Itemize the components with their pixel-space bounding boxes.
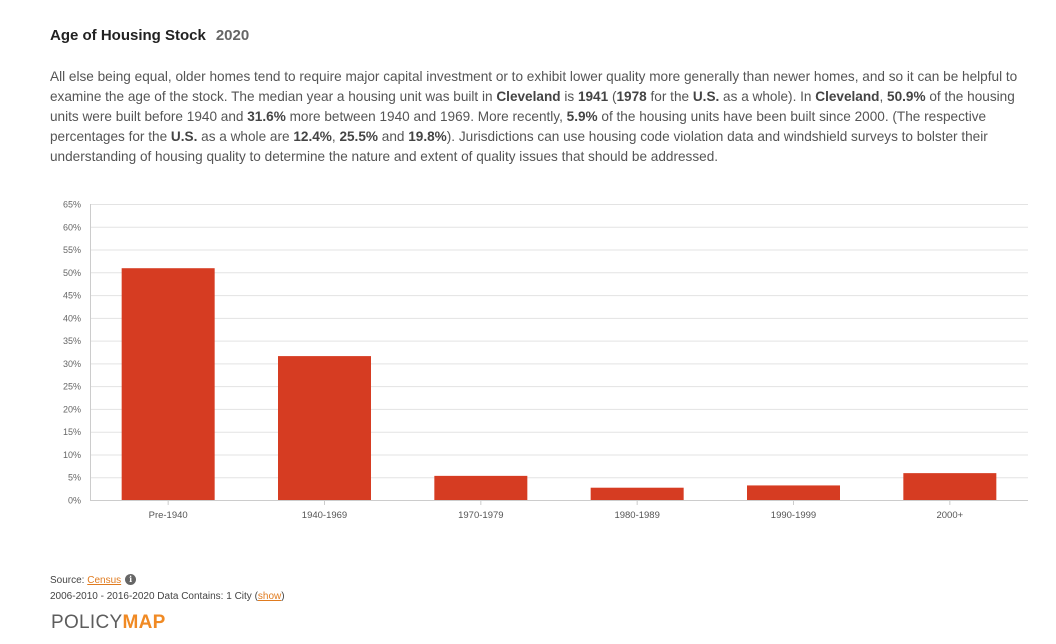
description-text: is xyxy=(560,89,578,104)
description-text: ). Jurisdictions can use housing code vi… xyxy=(50,129,988,164)
y-tick-label: 65% xyxy=(63,200,81,210)
x-tick-label: 1990-1999 xyxy=(771,510,816,521)
description-text: as a whole). In xyxy=(719,89,816,104)
description-text: for the xyxy=(646,89,693,104)
description-highlight: 25.5% xyxy=(339,129,378,144)
x-tick-label: 1980-1989 xyxy=(614,510,659,521)
logo-part-map: MAP xyxy=(122,612,166,633)
show-link[interactable]: show xyxy=(257,591,282,602)
description-highlight: U.S. xyxy=(692,89,720,104)
grid-lines xyxy=(90,204,1028,501)
bar-1990-1999 xyxy=(747,485,840,500)
bar-1940-1969 xyxy=(278,356,371,500)
y-tick-label: 50% xyxy=(63,268,81,278)
description-highlight: Cleveland xyxy=(815,89,880,104)
y-tick-label: 20% xyxy=(63,404,81,414)
description-highlight: Cleveland xyxy=(496,89,561,104)
source-link[interactable]: Census xyxy=(87,575,122,586)
description-text: , xyxy=(331,129,340,144)
description-highlight: 19.8% xyxy=(408,129,447,144)
chart-title: Age of Housing Stock 2020 xyxy=(50,27,249,44)
bar-pre-1940 xyxy=(121,268,215,500)
y-tick-label: 35% xyxy=(63,336,81,346)
x-axis xyxy=(90,500,1028,505)
y-tick-label: 10% xyxy=(63,450,81,460)
y-tick-label: 5% xyxy=(68,473,81,483)
description-highlight: 12.4% xyxy=(293,129,332,144)
y-axis-ticks: 0% 5% 10% 15% 20% 25% 30% 35% 40% 45% 50% 55% 60% 65% xyxy=(63,200,81,506)
y-tick-label: 55% xyxy=(63,245,81,255)
data-line-suffix: ) xyxy=(281,591,285,602)
description-text: ( xyxy=(608,89,617,104)
logo-part-policy: POLICY xyxy=(51,612,123,633)
x-tick-label: Pre-1940 xyxy=(149,510,188,521)
description-text: , xyxy=(879,89,888,104)
y-tick-label: 45% xyxy=(63,291,81,301)
policymap-logo[interactable]: POLICYMAP xyxy=(51,612,166,634)
description-text: more between 1940 and 1969. More recentl… xyxy=(285,109,567,124)
y-tick-label: 60% xyxy=(63,222,81,232)
y-tick-label: 0% xyxy=(68,496,81,506)
description-text: of the housing units were built before 1… xyxy=(50,89,1015,124)
y-tick-label: 30% xyxy=(63,359,81,369)
bars xyxy=(121,268,997,500)
description-text: of the housing units have been built sin… xyxy=(50,109,987,144)
x-tick-label: 1970-1979 xyxy=(458,510,503,521)
data-line-prefix: 2006-2010 - 2016-2020 Data Contains: 1 C… xyxy=(50,591,258,602)
description-highlight: 50.9% xyxy=(887,89,926,104)
x-tick-label: 1940-1969 xyxy=(302,510,347,521)
description-highlight: 31.6% xyxy=(247,109,286,124)
y-tick-label: 25% xyxy=(63,382,81,392)
y-tick-label: 40% xyxy=(63,313,81,323)
x-axis-labels: Pre-1940 1940-1969 1970-1979 1980-1989 1990-… xyxy=(149,510,964,521)
bar-2000- xyxy=(903,473,997,500)
bar-chart: 0% 5% 10% 15% 20% 25% 30% 35% 40% 45% 50% 55% 60% 65%… xyxy=(63,200,1028,521)
description-highlight: 1978 xyxy=(616,89,647,104)
source-line: Source: Census i xyxy=(50,574,137,586)
y-tick-label: 15% xyxy=(63,427,81,437)
bar-1980-1989 xyxy=(590,487,684,500)
bar-1970-1979 xyxy=(434,475,528,500)
source-label: Source: xyxy=(50,575,85,586)
description-paragraph: All else being equal, older homes tend t… xyxy=(50,67,1046,167)
description-highlight: 1941 xyxy=(577,89,609,104)
description-text: All else being equal, older homes tend t… xyxy=(50,69,1018,104)
title-year: 2020 xyxy=(215,27,250,44)
description-highlight: 5.9% xyxy=(566,109,598,124)
description-text: as a whole are xyxy=(197,129,294,144)
info-icon[interactable]: i xyxy=(125,574,137,585)
x-tick-label: 2000+ xyxy=(936,510,963,521)
title-text: Age of Housing Stock xyxy=(50,27,206,44)
data-contains-line: 2006-2010 - 2016-2020 Data Contains: 1 C… xyxy=(50,591,285,602)
description-text: and xyxy=(377,129,409,144)
description-highlight: U.S. xyxy=(170,129,198,144)
